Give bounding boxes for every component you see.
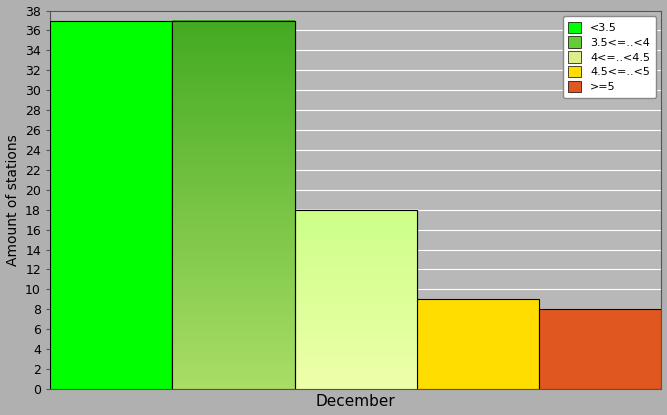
- Bar: [50, 20, 172, 389]
- Bar: [539, 309, 662, 389]
- Bar: [295, 210, 417, 389]
- Bar: [172, 20, 295, 389]
- Bar: [417, 299, 539, 389]
- Y-axis label: Amount of stations: Amount of stations: [5, 134, 19, 266]
- Legend: <3.5, 3.5<=..<4, 4<=..<4.5, 4.5<=..<5, >=5: <3.5, 3.5<=..<4, 4<=..<4.5, 4.5<=..<5, >…: [562, 16, 656, 98]
- Bar: [295, 210, 417, 389]
- Bar: [172, 20, 295, 389]
